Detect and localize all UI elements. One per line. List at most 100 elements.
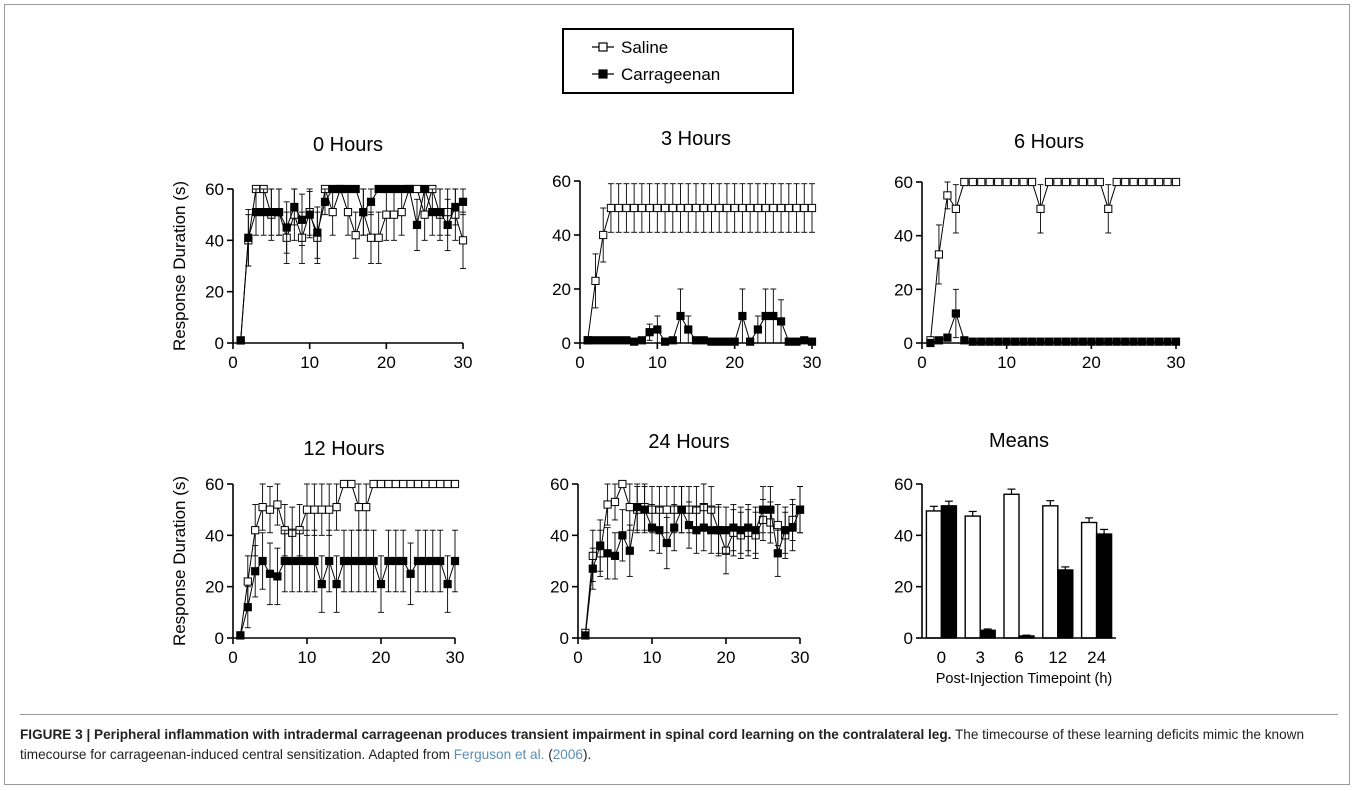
data-point: [596, 541, 605, 550]
data-point: [243, 603, 252, 612]
data-point: [926, 338, 935, 348]
data-point: [994, 337, 1003, 346]
data-point: [630, 203, 639, 213]
data-point: [243, 577, 252, 586]
data-point: [625, 503, 634, 512]
data-point: [374, 233, 383, 242]
panel-3: 12 Hours 0 20 40 60 Response Duration (s) 0 10 2…: [170, 438, 464, 667]
data-point: [310, 505, 319, 514]
y-tick-label: 60: [205, 180, 224, 199]
data-point: [792, 203, 801, 213]
series-carrageenan: [583, 288, 817, 346]
data-point: [325, 505, 334, 514]
data-point: [397, 184, 406, 194]
data-point: [1171, 337, 1181, 346]
data-point: [603, 500, 612, 509]
data-point: [1053, 177, 1062, 187]
data-point: [362, 503, 371, 512]
x-tick-label: 24: [1087, 648, 1106, 667]
y-tick-label: 20: [205, 283, 224, 302]
x-tick-label: 20: [372, 648, 391, 667]
data-point: [1146, 177, 1155, 187]
data-point: [662, 505, 671, 514]
data-point: [795, 505, 805, 514]
data-point: [428, 556, 437, 566]
data-point: [934, 250, 944, 259]
data-point: [653, 203, 662, 213]
data-point: [676, 203, 685, 213]
data-point: [729, 523, 738, 532]
data-point: [1146, 337, 1155, 346]
x-tick-label: 0: [917, 353, 926, 372]
data-point: [302, 505, 312, 514]
data-point: [280, 556, 289, 566]
y-tick-label: 60: [550, 475, 569, 494]
data-point: [458, 236, 468, 245]
x-tick-label: 20: [1082, 353, 1101, 372]
data-point: [618, 479, 627, 489]
data-point: [1163, 177, 1172, 187]
data-point: [800, 336, 809, 345]
caption-citation-year[interactable]: 2006: [552, 747, 583, 762]
data-point: [391, 479, 400, 489]
data-point: [1070, 337, 1079, 346]
y-tick-label: 0: [904, 334, 913, 353]
data-point: [1070, 177, 1079, 187]
data-point: [302, 556, 312, 566]
data-point: [354, 556, 363, 566]
data-point: [583, 336, 592, 345]
data-point: [282, 223, 291, 232]
data-point: [389, 184, 399, 194]
data-point: [1036, 337, 1045, 346]
data-point: [443, 479, 452, 489]
data-point: [336, 184, 345, 194]
data-point: [753, 203, 762, 213]
data-point: [274, 208, 284, 217]
data-point: [994, 177, 1003, 187]
data-point: [443, 220, 452, 230]
panel-1: 3 Hours 0 20 40 60 0 10 20 30: [552, 128, 821, 372]
data-point: [405, 184, 414, 194]
x-tick-label: 10: [643, 648, 662, 667]
data-point: [265, 505, 275, 514]
data-point: [758, 505, 768, 514]
data-point: [328, 184, 337, 194]
y-tick-label: 40: [894, 227, 913, 246]
x-tick-label: 10: [648, 353, 667, 372]
data-point: [1078, 337, 1087, 346]
legend: Saline Carrageenan: [562, 28, 794, 94]
data-point: [406, 569, 415, 578]
data-point: [376, 580, 386, 589]
data-point: [1044, 177, 1054, 187]
panel-title: 12 Hours: [303, 438, 384, 460]
data-point: [738, 311, 747, 321]
data-point: [668, 336, 677, 345]
legend-marker-carrageenan: [598, 69, 608, 79]
data-point: [1053, 337, 1062, 346]
series-carrageenan: [926, 288, 1181, 348]
bar-saline: [1003, 493, 1020, 639]
data-point: [413, 556, 423, 566]
bar-carrageenan: [940, 505, 958, 639]
data-point: [328, 208, 337, 217]
caption-citation-link[interactable]: Ferguson et al.: [453, 747, 545, 762]
data-point: [676, 311, 685, 321]
data-point: [599, 230, 608, 240]
data-point: [670, 523, 679, 532]
data-point: [776, 203, 786, 213]
legend-marker-saline: [598, 42, 608, 52]
x-tick-label: 10: [298, 648, 317, 667]
data-point: [369, 479, 378, 489]
data-point: [369, 556, 378, 566]
data-point: [313, 228, 322, 237]
data-point: [258, 556, 267, 566]
data-point: [753, 325, 762, 334]
data-point: [412, 220, 422, 230]
data-point: [347, 556, 356, 566]
data-point: [1087, 337, 1096, 346]
y-tick-label: 0: [215, 334, 224, 353]
data-point: [622, 203, 631, 213]
data-point: [389, 210, 399, 219]
data-point: [630, 337, 639, 346]
data-point: [435, 208, 445, 217]
